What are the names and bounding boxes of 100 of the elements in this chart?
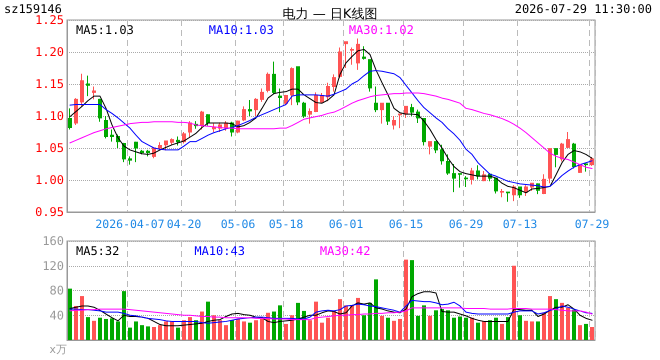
x-tick-label: 04-20 [166,217,202,231]
candlestick [344,41,348,68]
line-series [70,48,592,194]
bar [590,327,594,340]
y-tick-label: 0.95 [35,205,64,219]
candlestick [278,88,282,113]
y-tick-label: 1.25 [35,13,64,27]
candlestick [140,149,144,155]
bar [584,324,588,340]
bar [122,291,126,340]
candlestick [80,73,84,107]
bar [554,299,558,340]
bar [224,325,228,340]
candlestick [584,162,588,172]
text: sz159146 [4,2,62,16]
line-series [70,92,592,169]
bar [506,317,510,340]
bar [398,318,402,340]
candlestick [458,173,462,188]
candlestick [134,141,138,163]
bar [68,288,72,340]
candlestick [428,141,432,155]
candlestick [476,164,480,180]
bar [314,302,318,340]
bar [170,321,174,340]
bar [572,310,576,340]
bar [470,318,474,340]
y-tick-label: 40 [50,308,64,322]
bar [446,310,450,340]
bar [164,321,168,340]
candlestick [560,142,564,162]
bar [344,305,348,340]
bar [296,302,300,340]
text: MA5:32 [76,244,120,258]
bar [206,302,210,340]
bar [104,318,108,340]
bar [326,318,330,340]
x-tick-label: 06-29 [448,217,484,231]
bar [284,324,288,340]
candlestick [254,98,258,116]
candlestick [242,106,246,122]
bar [416,316,420,340]
candlestick [308,108,312,124]
bar [260,318,264,340]
candlestick [464,176,468,188]
bar [272,312,276,340]
candlestick [380,102,384,124]
candlestick [68,108,72,130]
x-tick-label: 05-18 [268,217,304,231]
bar [566,308,570,340]
candlestick [362,46,366,60]
candlestick [404,106,408,118]
bar [128,328,132,340]
candlestick [176,136,180,146]
candlestick [158,142,162,152]
candlestick [104,116,108,139]
y-tick-label: 1.05 [35,141,64,155]
bar [452,318,456,340]
bar [278,305,282,340]
bar [536,321,540,340]
candlestick [422,118,426,146]
bar [524,320,528,340]
candlestick [74,98,78,126]
y-tick-label: 80 [50,284,64,298]
text: MA30:42 [320,244,370,258]
candlestick [206,114,210,126]
candlestick [386,102,390,126]
bar [374,279,378,340]
candlestick [350,47,354,66]
x-tick-label: 05-06 [220,217,256,231]
candlestick [98,98,102,122]
candlestick [554,148,558,168]
bar [362,315,366,340]
candlestick [392,116,396,130]
candlestick [506,192,510,202]
bar [404,260,408,340]
candlestick [296,66,300,106]
candlestick [86,75,90,97]
candlestick [248,100,252,116]
bar [110,318,114,340]
candlestick [164,140,168,152]
text: 2026-07-29 11:30:00 [514,2,652,16]
y-tick-label: 160 [42,234,64,248]
candlestick [122,142,126,163]
candlestick [452,164,456,193]
bar [116,321,120,340]
bar [512,266,516,340]
bar [248,322,252,340]
bar [86,317,90,340]
candlestick [284,94,288,106]
line-series [70,291,592,326]
bar [530,321,534,340]
bar [560,302,564,340]
bar [308,320,312,340]
bar [542,313,546,340]
candlestick [146,149,150,157]
chart-title: 电力 — 日K线图 [282,7,378,22]
bar [464,318,468,340]
candlestick [470,167,474,185]
bar [458,316,462,340]
